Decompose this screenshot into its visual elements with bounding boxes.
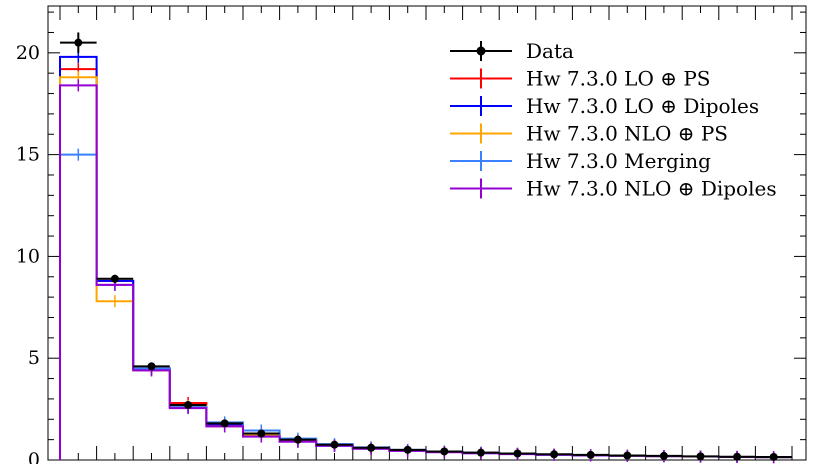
minor-ticks: [48, 11, 806, 441]
data-point: [220, 419, 229, 428]
data-point: [696, 452, 705, 461]
data-point: [586, 450, 595, 459]
data-point: [330, 440, 339, 449]
legend-label: Hw 7.3.0 LO ⊕ Dipoles: [526, 94, 759, 118]
y-tick-label: 0: [28, 449, 40, 464]
y-axis: 0 5 10 15 20: [16, 42, 806, 464]
legend-label: Hw 7.3.0 Merging: [526, 149, 711, 173]
data-point: [257, 429, 266, 438]
plot-frame: [47, 5, 807, 461]
legend-swatch-marker: [476, 46, 486, 56]
legend: Data Hw 7.3.0 LO ⊕ PS Hw 7.3.0 LO ⊕ Dipole…: [450, 39, 777, 201]
y-tick-label: 5: [28, 347, 40, 369]
data-layer: [60, 32, 792, 461]
y-tick-label: 15: [16, 144, 40, 166]
legend-label: Hw 7.3.0 LO ⊕ PS: [526, 67, 710, 91]
data-point: [733, 452, 742, 461]
data-point: [476, 448, 485, 457]
legend-label: Data: [526, 39, 574, 63]
data-point: [623, 451, 632, 460]
data-point: [513, 449, 522, 458]
data-point: [440, 447, 449, 456]
data-point: [367, 443, 376, 452]
y-tick-label: 20: [16, 42, 40, 64]
data-point: [550, 450, 559, 459]
data-point: [293, 435, 302, 444]
data-point: [769, 452, 778, 461]
data-point: [403, 445, 412, 454]
legend-label: Hw 7.3.0 NLO ⊕ Dipoles: [526, 177, 777, 201]
data-point: [184, 401, 193, 410]
legend-label: Hw 7.3.0 NLO ⊕ PS: [526, 122, 728, 146]
data-point: [110, 274, 119, 283]
data-point: [74, 38, 83, 47]
data-point: [147, 362, 156, 371]
data-point: [659, 451, 668, 460]
y-tick-label: 10: [16, 245, 40, 267]
